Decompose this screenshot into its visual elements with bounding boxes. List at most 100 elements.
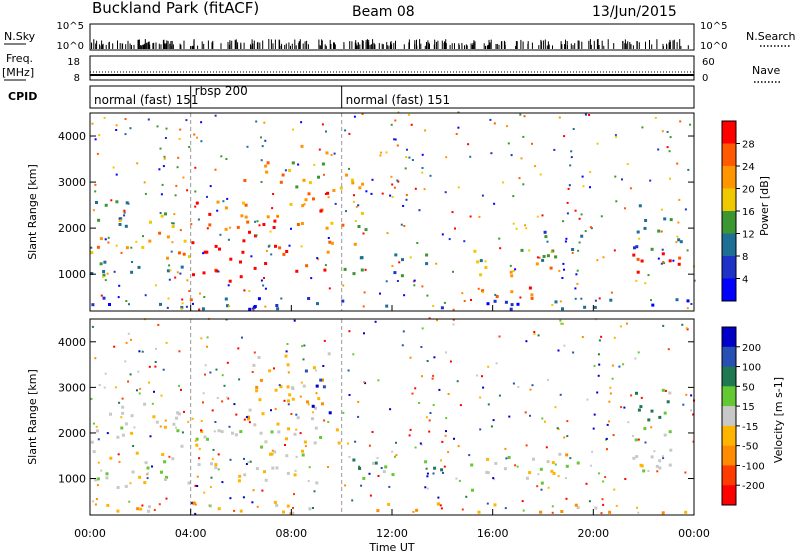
data-cell bbox=[165, 127, 168, 130]
nsky-bar bbox=[93, 39, 95, 49]
data-cell bbox=[302, 178, 306, 182]
data-cell bbox=[314, 406, 317, 410]
data-cell bbox=[563, 135, 566, 138]
data-cell bbox=[560, 322, 563, 325]
data-cell bbox=[421, 153, 424, 156]
data-cell bbox=[360, 211, 364, 215]
nsky-bar bbox=[429, 43, 430, 49]
data-cell bbox=[212, 448, 215, 451]
nsky-bar bbox=[172, 44, 174, 49]
data-cell bbox=[675, 298, 679, 302]
data-cell bbox=[268, 369, 272, 373]
nsky-bar bbox=[294, 39, 296, 49]
data-cell bbox=[162, 165, 165, 168]
data-cell bbox=[660, 262, 663, 265]
data-cell bbox=[244, 215, 248, 219]
data-cell bbox=[509, 307, 513, 311]
data-cell bbox=[594, 506, 598, 510]
colorbar-swatch bbox=[722, 465, 736, 486]
nsky-bar bbox=[318, 45, 320, 49]
data-cell bbox=[179, 229, 182, 232]
data-cell bbox=[295, 455, 298, 458]
data-cell bbox=[644, 441, 647, 444]
data-cell bbox=[103, 386, 106, 389]
data-cell bbox=[211, 409, 214, 412]
data-cell bbox=[686, 299, 690, 303]
nsky-bar bbox=[362, 40, 364, 49]
data-cell bbox=[351, 499, 354, 502]
nsky-bar bbox=[590, 44, 592, 49]
data-cell bbox=[352, 458, 356, 462]
data-cell bbox=[606, 448, 608, 451]
nsky-bar bbox=[437, 40, 439, 49]
data-cell bbox=[498, 335, 501, 338]
data-cell bbox=[605, 437, 608, 440]
data-cell bbox=[91, 325, 94, 328]
nsky-bar bbox=[607, 39, 609, 49]
nsky-bar bbox=[274, 39, 276, 49]
data-cell bbox=[409, 356, 412, 359]
nsky-bar bbox=[361, 40, 363, 49]
data-cell bbox=[319, 436, 323, 439]
data-cell bbox=[343, 267, 347, 271]
data-cell bbox=[130, 414, 134, 418]
data-cell bbox=[358, 467, 362, 470]
data-cell bbox=[550, 469, 554, 473]
nsky-bar bbox=[577, 40, 579, 49]
nsky-bar bbox=[522, 41, 524, 49]
data-cell bbox=[110, 199, 113, 202]
data-cell bbox=[246, 145, 249, 148]
nsky-bar bbox=[487, 44, 489, 49]
data-cell bbox=[644, 282, 647, 285]
data-cell bbox=[195, 437, 199, 441]
data-cell bbox=[666, 146, 669, 149]
nsky-bar bbox=[593, 40, 595, 49]
data-cell bbox=[426, 294, 429, 297]
nsky-bar bbox=[466, 45, 468, 49]
data-cell bbox=[141, 350, 144, 353]
colorbar-tick-label: 16 bbox=[742, 207, 755, 218]
data-cell bbox=[677, 221, 680, 224]
data-cell bbox=[227, 284, 230, 287]
time-xlabel: Time UT bbox=[368, 541, 414, 554]
data-cell bbox=[148, 239, 152, 243]
data-cell bbox=[458, 479, 461, 482]
data-cell bbox=[627, 421, 630, 424]
colorbar-swatch bbox=[722, 233, 736, 257]
nsky-bar bbox=[516, 41, 518, 49]
data-cell bbox=[139, 387, 142, 390]
colorbar-tick-label: 8 bbox=[742, 252, 748, 263]
data-cell bbox=[161, 183, 164, 186]
data-cell bbox=[308, 181, 312, 185]
data-cell bbox=[229, 226, 232, 229]
data-cell bbox=[442, 471, 444, 474]
data-cell bbox=[183, 239, 187, 243]
data-cell bbox=[321, 123, 324, 126]
data-cell bbox=[403, 225, 406, 227]
nsky-bar bbox=[426, 42, 427, 49]
data-cell bbox=[226, 361, 229, 364]
data-cell bbox=[391, 450, 394, 453]
data-cell bbox=[644, 219, 648, 222]
data-cell bbox=[409, 256, 412, 259]
data-cell bbox=[541, 214, 544, 217]
data-cell bbox=[570, 156, 573, 159]
data-cell bbox=[368, 472, 371, 475]
data-cell bbox=[303, 203, 306, 206]
data-cell bbox=[208, 212, 212, 216]
data-cell bbox=[256, 220, 259, 223]
data-cell bbox=[433, 466, 437, 470]
data-cell bbox=[262, 223, 266, 226]
data-cell bbox=[96, 484, 99, 487]
data-cell bbox=[566, 420, 569, 423]
data-cell bbox=[533, 331, 536, 333]
data-cell bbox=[130, 338, 132, 341]
data-cell bbox=[571, 248, 575, 251]
data-cell bbox=[187, 255, 191, 259]
data-cell bbox=[310, 277, 313, 280]
data-cell bbox=[551, 304, 554, 306]
data-cell bbox=[348, 167, 350, 170]
data-cell bbox=[347, 442, 349, 445]
data-cell bbox=[251, 371, 254, 373]
data-cell bbox=[279, 180, 283, 184]
